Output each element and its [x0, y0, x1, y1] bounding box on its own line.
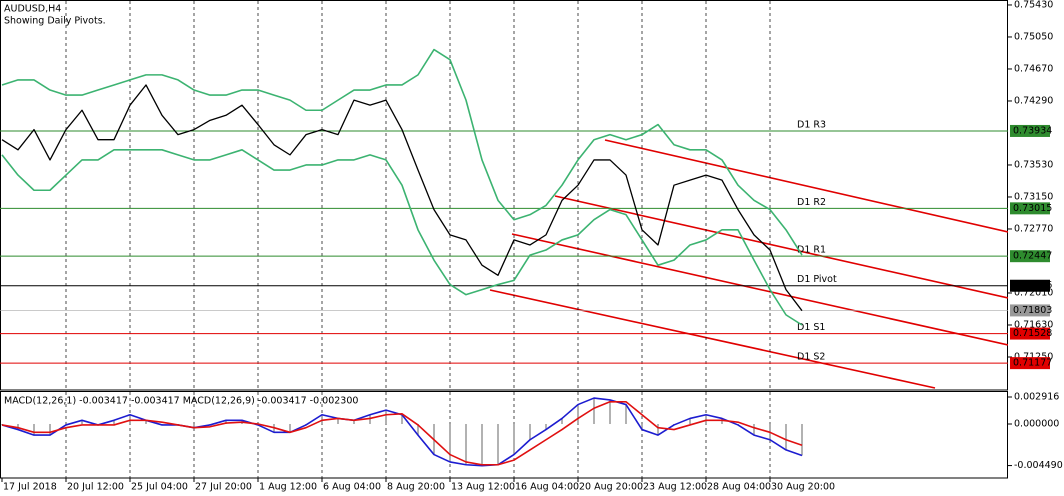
x-tick-label: 13 Aug 12:00 [451, 482, 515, 493]
pivot-label: D1 R1 [797, 245, 826, 256]
y-tick-label: 0.75430 [1014, 0, 1053, 10]
y-tick-label: 0.75050 [1014, 31, 1053, 42]
y-tick-label: 0.002916 [1014, 392, 1059, 403]
channel-lines [489, 139, 1008, 389]
pivot-label: D1 Pivot [797, 274, 837, 285]
price-panel-frame [0, 0, 1008, 391]
y-tick-label: 0.74670 [1014, 63, 1053, 74]
channel-line [511, 233, 1008, 346]
channel-line [554, 195, 1008, 299]
y-tick-label: 0.71250 [1014, 351, 1053, 362]
price-label-box [1010, 357, 1050, 370]
x-tick-label: 23 Aug 12:00 [643, 482, 707, 493]
x-tick-label: 16 Aug 04:00 [515, 482, 579, 493]
y-tick-label: 0.74290 [1014, 95, 1053, 106]
price-label-box [1010, 124, 1050, 137]
price-label-box [1010, 202, 1050, 215]
channel-line [489, 289, 936, 389]
price-label: 0.72447 [1013, 251, 1052, 262]
pivot-label: D1 R3 [797, 119, 826, 130]
x-tick-label: 1 Aug 12:00 [259, 482, 317, 493]
price-label-box [1010, 250, 1050, 263]
x-tick-label: 25 Jul 04:00 [131, 482, 188, 493]
current-price-label: 0.71803 [1013, 305, 1052, 316]
x-tick-label: 6 Aug 04:00 [323, 482, 381, 493]
chart-subtitle: Showing Daily Pivots. [4, 16, 106, 27]
x-tick-label: 20 Aug 20:00 [579, 482, 643, 493]
series-line [1, 149, 803, 326]
x-tick-label: 28 Aug 04:00 [707, 482, 771, 493]
pivot-label: D1 S1 [797, 322, 825, 333]
price-label: 0.73934 [1013, 125, 1052, 136]
y-tick-label: 0.72010 [1014, 287, 1053, 298]
price-label-box [1010, 279, 1050, 292]
x-tick-label: 17 Jul 2018 [3, 482, 57, 493]
price-label: 0.71528 [1013, 328, 1052, 339]
x-tick-label: 20 Jul 12:00 [67, 482, 124, 493]
y-tick-label: 0.72770 [1014, 223, 1053, 234]
y-tick-label: 0.000000 [1014, 419, 1059, 430]
pivot-label: D1 S2 [797, 352, 825, 363]
series-line [1, 397, 803, 467]
series-line [1, 400, 803, 466]
price-label: 0.73015 [1013, 203, 1052, 214]
macd-panel-frame [0, 391, 1008, 479]
channel-line [604, 139, 1008, 233]
price-label-box [1010, 327, 1050, 340]
pivot-label: D1 R2 [797, 197, 826, 208]
y-tick-label: 0.73150 [1014, 191, 1053, 202]
macd-title: MACD(12,26,1) -0.003417 -0.003417 MACD(1… [4, 396, 358, 407]
x-tick-label: 8 Aug 20:00 [387, 482, 445, 493]
price-label: 0.71177 [1013, 358, 1052, 369]
price-label-box [1010, 304, 1050, 317]
price-label: 0.72096 [1013, 280, 1052, 291]
y-tick-label: 0.73530 [1014, 159, 1053, 170]
x-tick-label: 27 Jul 20:00 [195, 482, 252, 493]
series-line [1, 84, 803, 312]
y-tick-label: 0.71630 [1014, 319, 1053, 330]
x-tick-label: 30 Aug 20:00 [771, 482, 835, 493]
y-tick-label: -0.004490 [1014, 460, 1063, 471]
chart-title: AUDUSD,H4 [4, 4, 61, 15]
series-line [1, 48, 803, 256]
